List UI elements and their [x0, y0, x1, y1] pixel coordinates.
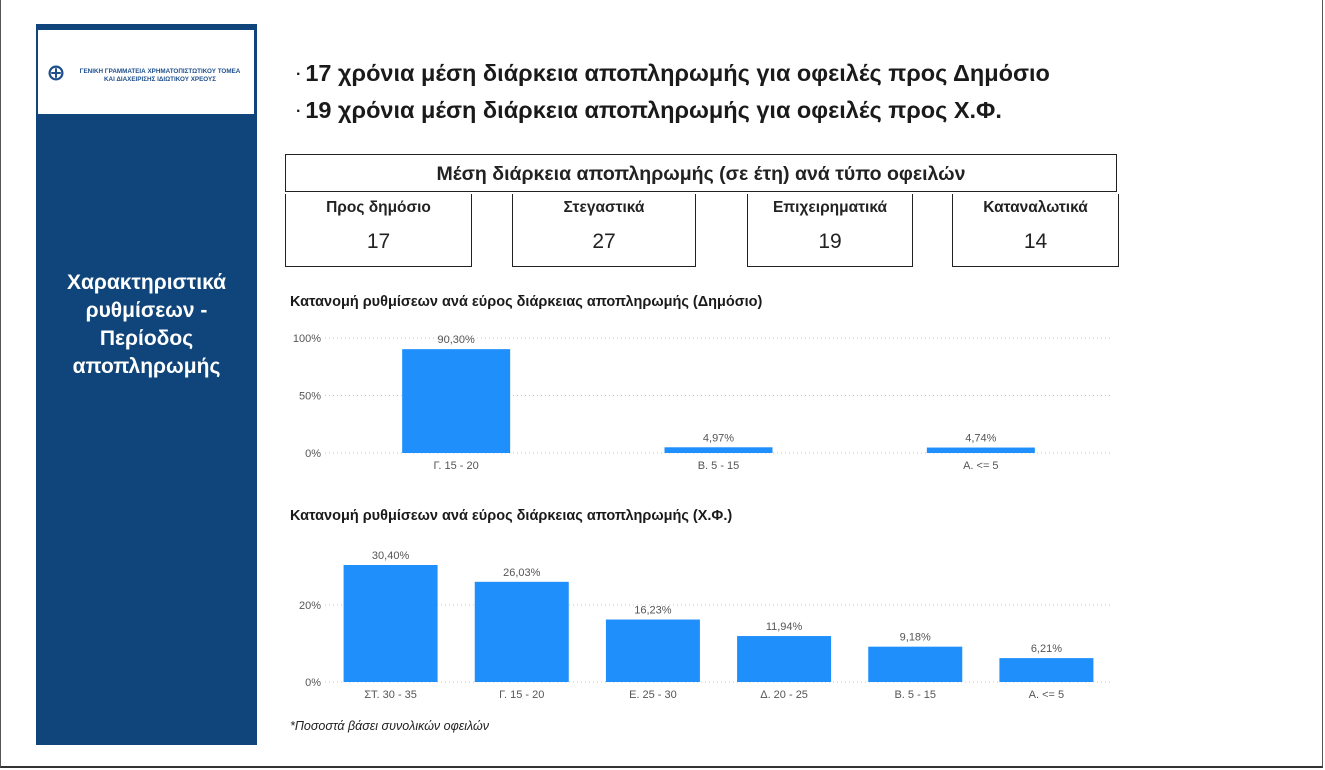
kpi-label: Επιχειρηματικά — [772, 199, 888, 216]
bar — [402, 349, 511, 453]
chart-title-private: Κατανομή ρυθμίσεων ανά εύρος διάρκειας α… — [290, 508, 733, 524]
y-tick-label: 100% — [293, 333, 321, 345]
x-tick-label: Ε. 25 - 30 — [629, 689, 677, 701]
kpi-card-consumer: Καταναλωτικά 14 — [952, 194, 1119, 267]
kpi-value: 17 — [366, 230, 391, 253]
x-tick-label: Γ. 15 - 20 — [499, 689, 544, 701]
bar — [343, 565, 438, 682]
data-label: 90,30% — [438, 334, 476, 346]
headline-public-text: 17 χρόνια μέση διάρκεια αποπληρωμής για … — [305, 60, 1050, 86]
bar — [605, 619, 700, 682]
y-tick-label: 0% — [305, 677, 321, 689]
bar — [868, 646, 963, 682]
data-label: 9,18% — [900, 632, 931, 644]
data-label: 16,23% — [634, 605, 672, 617]
kpi-card-housing: Στεγαστικά 27 — [512, 194, 696, 267]
x-tick-label: Β. 5 - 15 — [698, 460, 740, 472]
bar-chart-public: 0% 50% 100% 90,30% Γ. 15 - 20 4,97% Β. 5 - 15 4… — [293, 333, 1112, 472]
headline-private: · 19 χρόνια μέση διάρκεια αποπληρωμής για… — [296, 97, 1002, 124]
kpi-label: Καταναλωτικά — [983, 199, 1088, 216]
sidebar-title: Χαρακτηριστικά ρυθμίσεων - Περίοδος αποπ… — [36, 269, 257, 381]
headline-public: · 17 χρόνια μέση διάρκεια αποπληρωμής για… — [296, 60, 1050, 87]
data-label: 6,21% — [1031, 643, 1062, 655]
y-tick-label: 20% — [299, 600, 321, 612]
x-tick-label: Δ. 20 - 25 — [760, 689, 808, 701]
data-label: 26,03% — [503, 567, 541, 579]
kpi-card-business: Επιχειρηματικά 19 — [747, 194, 913, 267]
headline-private-text: 19 χρόνια μέση διάρκεια αποπληρωμής για … — [305, 97, 1002, 123]
sidebar-title-line: αποπληρωμής — [72, 355, 221, 378]
x-tick-label: Α. <= 5 — [1029, 689, 1064, 701]
bullet-icon: · — [296, 66, 302, 83]
sidebar-title-line: ρυθμίσεων - — [85, 299, 208, 322]
x-tick-label: Α. <= 5 — [963, 460, 998, 472]
bar — [664, 447, 773, 453]
sidebar-title-line: Χαρακτηριστικά — [66, 271, 227, 294]
kpi-section-title: Μέση διάρκεια αποπληρωμής (σε έτη) ανά τ… — [285, 154, 1117, 192]
data-label: 11,94% — [766, 621, 803, 633]
chart-title-public: Κατανομή ρυθμίσεων ανά εύρος διάρκειας α… — [290, 294, 763, 310]
bar — [737, 636, 832, 682]
bar — [926, 447, 1035, 453]
logo-line-2: ΚΑΙ ΔΙΑΧΕΙΡΙΣΗΣ ΙΔΙΩΤΙΚΟΥ ΧΡΕΟΥΣ — [103, 76, 217, 83]
logo: ΓΕΝΙΚΗ ΓΡΑΜΜΑΤΕΙΑ ΧΡΗΜΑΤΟΠΙΣΤΩΤΙΚΟΥ ΤΟΜΕ… — [38, 30, 254, 114]
logo-line-1: ΓΕΝΙΚΗ ΓΡΑΜΜΑΤΕΙΑ ΧΡΗΜΑΤΟΠΙΣΤΩΤΙΚΟΥ ΤΟΜΕ… — [79, 68, 241, 75]
kpi-label: Προς δημόσιο — [326, 199, 431, 216]
bar — [474, 581, 569, 682]
data-label: 4,97% — [703, 432, 734, 444]
sidebar-title-line: Περίοδος — [99, 327, 194, 350]
kpi-value: 14 — [1023, 230, 1048, 253]
logo-text: ΓΕΝΙΚΗ ΓΡΑΜΜΑΤΕΙΑ ΧΡΗΜΑΤΟΠΙΣΤΩΤΙΚΟΥ ΤΟΜΕ… — [68, 68, 252, 84]
bar — [999, 658, 1094, 682]
kpi-value: 19 — [818, 230, 842, 253]
data-label: 30,40% — [372, 550, 410, 562]
x-tick-label: Β. 5 - 15 — [894, 689, 936, 701]
data-label: 4,74% — [965, 433, 996, 445]
footnote: *Ποσοστά βάσει συνολικών οφειλών — [290, 719, 489, 733]
x-tick-label: Γ. 15 - 20 — [434, 460, 479, 472]
y-tick-label: 0% — [305, 448, 321, 460]
sidebar: ΓΕΝΙΚΗ ΓΡΑΜΜΑΤΕΙΑ ΧΡΗΜΑΤΟΠΙΣΤΩΤΙΚΟΥ ΤΟΜΕ… — [36, 24, 257, 745]
x-tick-label: ΣΤ. 30 - 35 — [364, 689, 417, 701]
bullet-icon: · — [296, 103, 302, 120]
kpi-label: Στεγαστικά — [563, 199, 645, 216]
bar-chart-private: 0% 20% 30,40% ΣΤ. 30 - 35 26,03% Γ. 15 - 20 16… — [299, 550, 1112, 701]
kpi-value: 27 — [592, 230, 616, 253]
greek-emblem-icon — [48, 65, 64, 81]
y-tick-label: 50% — [299, 391, 321, 403]
kpi-card-public: Προς δημόσιο 17 — [285, 194, 472, 267]
